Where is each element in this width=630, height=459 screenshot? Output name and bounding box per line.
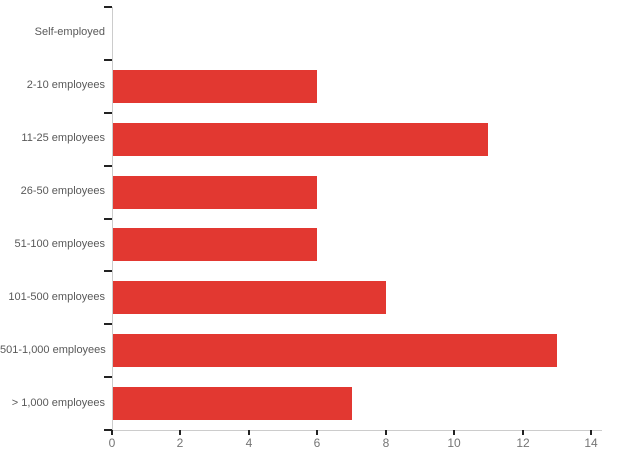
category-label: 501-1,000 employees <box>0 344 106 356</box>
category-label: 11-25 employees <box>21 132 105 144</box>
x-axis-tick <box>385 430 387 435</box>
bar <box>113 70 317 103</box>
x-axis-tick <box>111 430 113 435</box>
bar <box>113 334 557 367</box>
bar <box>113 228 317 261</box>
x-tick-label: 12 <box>516 436 530 450</box>
category-label: 51-100 employees <box>14 238 105 250</box>
y-axis-tick <box>104 323 112 325</box>
x-axis-tick <box>316 430 318 435</box>
y-axis-tick <box>104 429 112 431</box>
y-axis-tick <box>104 165 112 167</box>
x-axis-tick <box>522 430 524 435</box>
x-tick-label: 0 <box>108 436 116 450</box>
y-axis-tick <box>104 112 112 114</box>
x-tick-label: 10 <box>447 436 461 450</box>
y-axis-tick <box>104 6 112 8</box>
x-axis-tick <box>453 430 455 435</box>
x-tick-label: 8 <box>382 436 390 450</box>
x-tick-label: 14 <box>584 436 598 450</box>
bar <box>113 281 386 314</box>
x-axis-tick <box>590 430 592 435</box>
y-axis-tick <box>104 218 112 220</box>
category-label: 2-10 employees <box>26 79 105 91</box>
x-tick-label: 4 <box>245 436 253 450</box>
bar <box>113 123 488 156</box>
bar <box>113 176 317 209</box>
y-axis-tick <box>104 59 112 61</box>
y-axis-tick <box>104 270 112 272</box>
x-tick-label: 2 <box>176 436 184 450</box>
y-axis-line <box>112 7 113 430</box>
x-axis-tick <box>248 430 250 435</box>
category-label: 26-50 employees <box>20 185 105 197</box>
category-label: Self-employed <box>34 26 105 38</box>
category-label: 101-500 employees <box>8 291 105 303</box>
bar <box>113 387 352 420</box>
x-tick-label: 6 <box>313 436 321 450</box>
y-axis-tick <box>104 376 112 378</box>
x-axis-line <box>112 430 602 431</box>
x-axis-tick <box>179 430 181 435</box>
category-label: > 1,000 employees <box>11 397 105 409</box>
